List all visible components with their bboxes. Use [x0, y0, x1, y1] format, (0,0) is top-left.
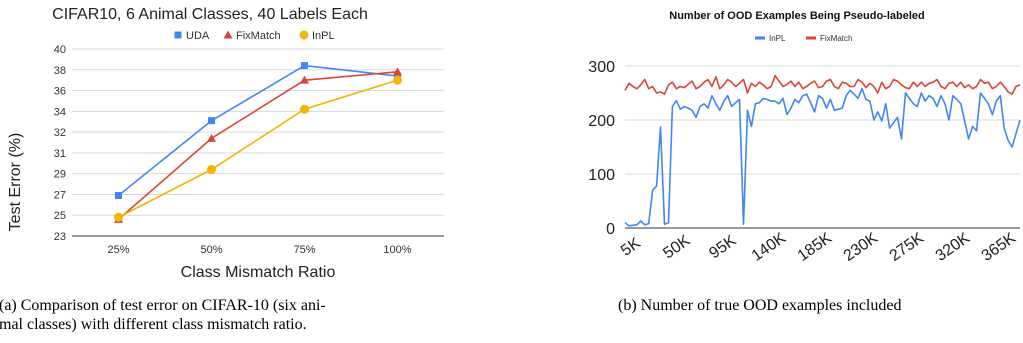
- chart-a: CIFAR10, 6 Animal Classes, 40 Labels Eac…: [7, 6, 444, 281]
- chart-a-xtick: 100%: [383, 244, 411, 256]
- chart-a-ytick: 34: [54, 106, 66, 118]
- chart-a-ytick: 40: [54, 44, 66, 56]
- chart-a-legend-marker: [174, 31, 182, 39]
- chart-a-point-inpl: [393, 75, 402, 85]
- chart-b-line-fixmatch: [624, 74, 1021, 95]
- chart-a-point-inpl: [300, 104, 309, 114]
- chart-b-grid: 0 100 200 300 5K 50K 95K 140K 185K 230K 275K 320K 36…: [588, 59, 1020, 265]
- chart-a-ytick: 31: [54, 148, 66, 160]
- chart-b-line-inpl: [624, 87, 1021, 227]
- chart-a-ytick: 38: [54, 65, 66, 77]
- chart-b: Number of OOD Examples Being Pseudo-labe…: [588, 10, 1021, 265]
- chart-a-line-inpl: [118, 79, 398, 219]
- chart-b-ytick: 0: [606, 221, 615, 238]
- chart-a-xtick: 25%: [107, 244, 129, 256]
- chart-b-xtick: 50K: [660, 232, 693, 262]
- chart-a-point-uda: [208, 117, 215, 125]
- chart-b-xtick: 320K: [933, 229, 974, 265]
- chart-b-xtick: 365K: [979, 229, 1020, 265]
- chart-a-ylabel: Test Error (%): [7, 133, 24, 232]
- chart-a-series: [114, 62, 402, 223]
- chart-a-xtick: 50%: [200, 244, 222, 256]
- chart-a-ytick: 36: [54, 86, 66, 98]
- chart-a-legend-label: UDA: [186, 30, 210, 42]
- chart-a-grid: 23 25 27 29 31 32 34 36 38 40 25% 50% 75% 100%: [54, 44, 444, 256]
- chart-a-point-fixmatch: [300, 75, 309, 84]
- chart-b-xtick: 185K: [795, 229, 836, 265]
- chart-a-point-uda: [301, 62, 308, 70]
- chart-a-xlabel: Class Mismatch Ratio: [181, 264, 336, 281]
- chart-a-ytick: 27: [54, 189, 66, 201]
- chart-b-legend: InPL FixMatch: [755, 34, 852, 43]
- chart-a-legend: UDA FixMatch InPL: [174, 30, 335, 42]
- chart-b-legend-label: InPL: [769, 34, 786, 43]
- chart-b-ytick: 300: [588, 59, 615, 76]
- chart-a-title: CIFAR10, 6 Animal Classes, 40 Labels Eac…: [52, 6, 368, 23]
- chart-a-line-uda: [117, 64, 398, 197]
- chart-a-point-inpl: [207, 165, 216, 175]
- chart-b-series: [624, 74, 1021, 227]
- chart-a-ytick: 25: [54, 210, 66, 222]
- chart-b-legend-label: FixMatch: [820, 34, 852, 43]
- chart-b-ytick: 100: [588, 167, 615, 184]
- chart-a-point-uda: [115, 191, 122, 199]
- chart-a-xtick: 75%: [293, 244, 315, 256]
- caption-b: (b) Number of true OOD examples included: [618, 297, 902, 314]
- chart-a-line-fixmatch: [117, 71, 398, 220]
- chart-a-legend-label: InPL: [312, 30, 335, 42]
- chart-a-point-fixmatch: [207, 133, 216, 142]
- chart-a-point-inpl: [114, 212, 123, 222]
- chart-a-ytick: 29: [54, 169, 66, 181]
- chart-a-legend-marker: [223, 30, 233, 39]
- chart-a-legend-label: FixMatch: [236, 30, 281, 42]
- chart-a-point-fixmatch: [393, 67, 402, 76]
- chart-b-xtick: 95K: [706, 232, 739, 262]
- caption-a-line1: (a) Comparison of test error on CIFAR-10…: [0, 297, 326, 314]
- chart-a-legend-marker: [299, 30, 309, 40]
- chart-b-xtick: 140K: [749, 229, 790, 265]
- chart-b-xtick: 230K: [841, 229, 882, 265]
- chart-b-xtick: 275K: [887, 229, 928, 265]
- chart-a-ytick: 32: [54, 127, 66, 139]
- chart-b-ytick: 200: [588, 113, 615, 130]
- chart-b-title: Number of OOD Examples Being Pseudo-labe…: [669, 10, 925, 22]
- caption-a-line2: mal classes) with different class mismat…: [0, 316, 307, 333]
- chart-a-ytick: 23: [54, 231, 66, 243]
- chart-b-xtick: 5K: [618, 234, 644, 259]
